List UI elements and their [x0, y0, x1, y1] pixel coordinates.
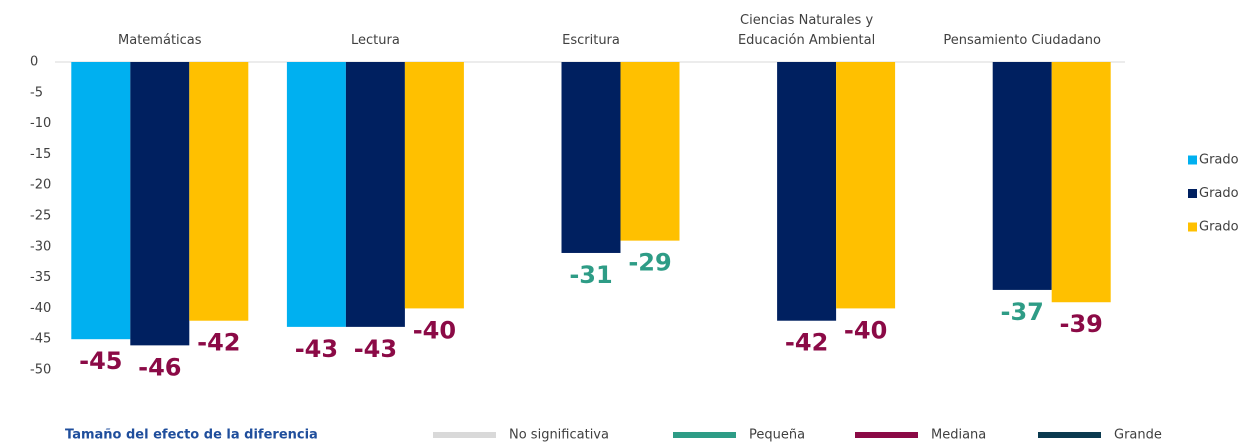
data-label: -42 — [197, 329, 240, 357]
bar — [561, 62, 621, 253]
bar — [189, 62, 249, 321]
legend-swatch — [1188, 222, 1197, 232]
data-label: -37 — [1001, 298, 1044, 326]
y-tick-label: -30 — [30, 239, 51, 254]
bar — [130, 62, 190, 346]
y-tick-label: -40 — [30, 301, 51, 316]
category-label: Pensamiento Ciudadano — [943, 33, 1101, 48]
data-label: -31 — [569, 261, 612, 289]
bar — [620, 62, 680, 241]
data-label: -46 — [138, 353, 181, 381]
bar — [836, 62, 896, 309]
legend-label: Grado 3 — [1199, 153, 1243, 168]
y-tick-label: -45 — [30, 332, 51, 347]
category-label: Escritura — [562, 33, 620, 48]
effect-swatch — [673, 432, 736, 438]
effect-label: No significativa — [509, 428, 609, 443]
data-label: -42 — [785, 329, 828, 357]
y-tick-label: -5 — [30, 85, 43, 100]
data-label: -45 — [79, 347, 122, 375]
data-label: -29 — [628, 249, 671, 277]
legend-swatch — [1188, 155, 1197, 165]
data-label: -43 — [295, 335, 338, 363]
bar — [1051, 62, 1111, 303]
y-tick-label: -50 — [30, 363, 51, 378]
data-label: -40 — [413, 316, 456, 344]
category-label: Ciencias Naturales y Educación Ambiental — [737, 13, 876, 48]
bar — [286, 62, 346, 327]
y-tick-label: -20 — [30, 178, 51, 193]
effect-swatch — [855, 432, 918, 438]
category-label: Lectura — [350, 33, 400, 48]
legend-label: Grado 9 — [1199, 220, 1243, 235]
effect-label: Pequeña — [749, 428, 805, 443]
bar — [345, 62, 405, 327]
category-label: Matemáticas — [118, 33, 202, 48]
y-tick-label: -15 — [30, 147, 51, 162]
bar — [71, 62, 131, 340]
y-tick-label: 0 — [30, 55, 38, 70]
effect-label: Grande — [1114, 428, 1162, 443]
legend-label: Grado 5 — [1199, 186, 1243, 201]
effect-legend-title: Tamaño del efecto de la diferencia — [65, 428, 318, 443]
bar — [404, 62, 464, 309]
effect-label: Mediana — [931, 428, 986, 443]
data-label: -40 — [844, 316, 887, 344]
y-tick-label: -10 — [30, 116, 51, 131]
effect-swatch — [433, 432, 496, 438]
data-label: -43 — [354, 335, 397, 363]
bar — [777, 62, 837, 321]
effect-swatch — [1038, 432, 1101, 438]
bar — [992, 62, 1052, 290]
legend-swatch — [1188, 189, 1197, 198]
data-label: -39 — [1060, 310, 1103, 338]
y-tick-label: -35 — [30, 270, 51, 285]
y-tick-label: -25 — [30, 209, 51, 224]
